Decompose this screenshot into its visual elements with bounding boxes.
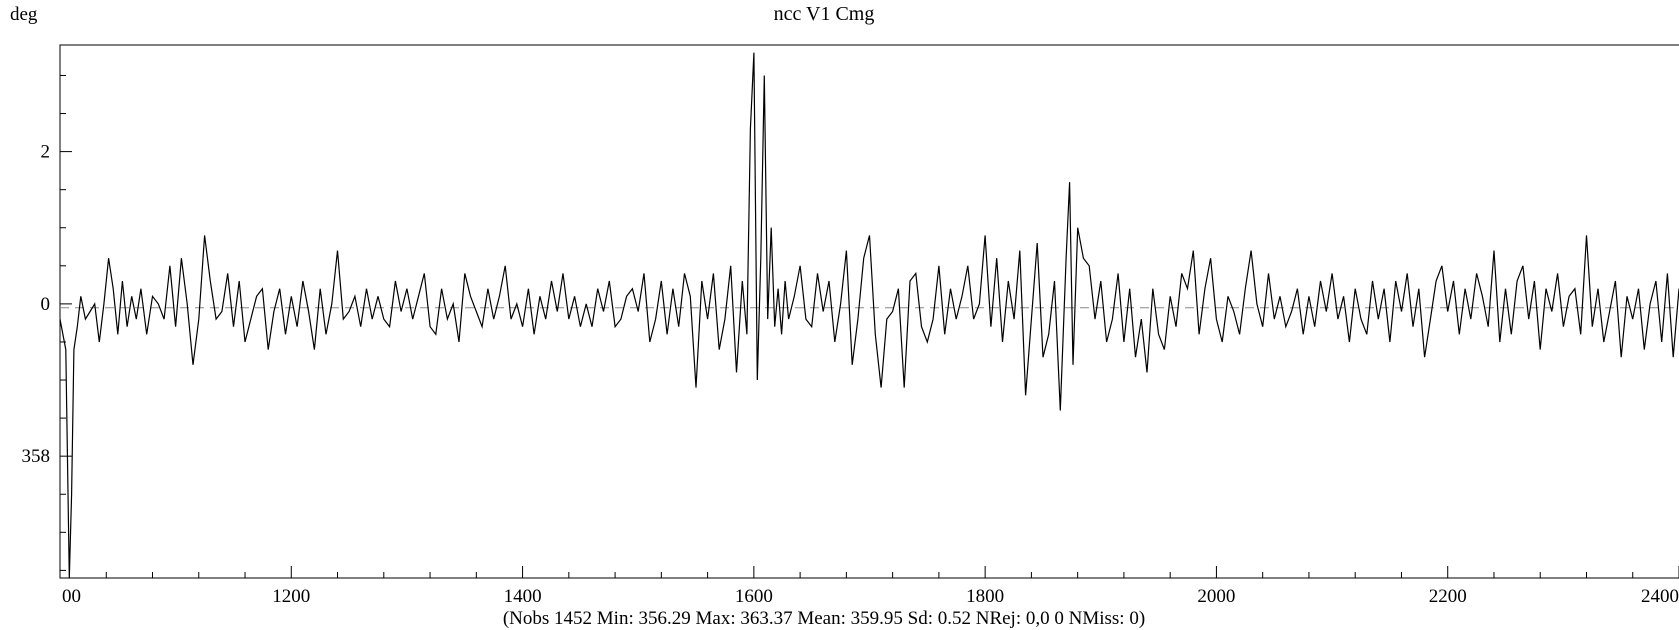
y-tick-label: 0: [41, 294, 51, 315]
y-axis-label: deg: [10, 4, 38, 25]
x-tick-label: 2000: [1197, 586, 1235, 607]
series-line: [59, 52, 1679, 579]
plot-frame: [59, 44, 1679, 579]
y-axis-minor-ticks: [60, 74, 66, 571]
y-tick-label: 2: [41, 142, 51, 163]
x-tick-label: 00: [62, 586, 81, 607]
x-axis-ticks: 00 1200 1400 1600 1800 2000 2200 2400: [59, 566, 1679, 607]
x-tick-label: 2400: [1641, 586, 1679, 607]
y-axis-ticks: 2 0 358: [22, 142, 72, 467]
x-tick-label: 1800: [966, 586, 1004, 607]
x-tick-label: 1400: [504, 586, 542, 607]
x-tick-label: 1200: [272, 586, 310, 607]
x-axis-minor-ticks: [105, 572, 1634, 578]
chart-title: ncc V1 Cmg: [774, 3, 875, 25]
x-tick-label: 2200: [1429, 586, 1467, 607]
y-tick-label: 358: [22, 446, 51, 467]
x-tick-label: 1600: [735, 586, 773, 607]
footer-stats: (Nobs 1452 Min: 356.29 Max: 363.37 Mean:…: [503, 608, 1145, 629]
